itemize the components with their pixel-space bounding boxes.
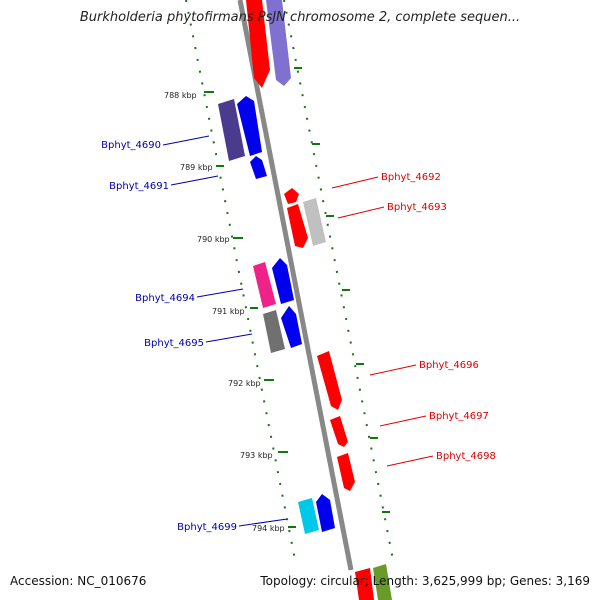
tick-label-793: 793 kbp <box>240 451 273 460</box>
gene-label-bphyt-4691[interactable]: Bphyt_4691 <box>109 181 169 192</box>
gene-label-bphyt-4697[interactable]: Bphyt_4697 <box>429 411 489 422</box>
gene-bphyt-4695-arrow[interactable] <box>281 306 302 348</box>
gene-bphyt-4695-gray[interactable] <box>263 310 285 353</box>
topology-summary: Topology: circular; Length: 3,625,999 bp… <box>260 574 590 588</box>
gene-label-bphyt-4694[interactable]: Bphyt_4694 <box>135 293 195 304</box>
gene-label-bphyt-4696[interactable]: Bphyt_4696 <box>419 360 479 371</box>
gene-bphyt-4697-arrow[interactable] <box>330 416 348 447</box>
tick-label-794: 794 kbp <box>252 524 285 533</box>
gene-bphyt-4694-arrow[interactable] <box>272 258 294 304</box>
gene-bphyt-4699-cyan[interactable] <box>298 498 319 534</box>
gene-label-bphyt-4693[interactable]: Bphyt_4693 <box>387 202 447 213</box>
gene-partial-bottom-red[interactable] <box>355 568 374 600</box>
gene-bphyt-4690-purple[interactable] <box>218 99 245 161</box>
gene-bphyt-4693-arrow[interactable] <box>287 204 308 248</box>
gene-bphyt-4692-arrow[interactable] <box>284 188 299 204</box>
tick-label-791: 791 kbp <box>212 307 245 316</box>
gene-bphyt-4691-arrow[interactable] <box>250 156 267 179</box>
chromosome-backbone <box>237 0 354 571</box>
gene-bphyt-4694-magenta[interactable] <box>253 262 276 308</box>
gene-bphyt-4690-arrow[interactable] <box>237 96 262 156</box>
gene-label-bphyt-4690[interactable]: Bphyt_4690 <box>101 140 161 151</box>
leader-lines <box>162 135 434 527</box>
gene-label-bphyt-4692[interactable]: Bphyt_4692 <box>381 172 441 183</box>
ruler-ticks: 788 kbp 789 kbp 790 kbp 791 kbp 792 kbp … <box>164 67 390 533</box>
gene-label-bphyt-4698[interactable]: Bphyt_4698 <box>436 451 496 462</box>
gene-bphyt-4696-arrow[interactable] <box>317 351 342 410</box>
tick-label-788: 788 kbp <box>164 91 197 100</box>
guide-track-right-outer <box>283 0 395 566</box>
gene-partial-top-red[interactable] <box>246 0 270 88</box>
tick-label-792: 792 kbp <box>228 379 261 388</box>
gene-partial-top-purple[interactable] <box>266 0 291 86</box>
gene-bphyt-4698-arrow[interactable] <box>337 453 355 491</box>
map-title: Burkholderia phytofirmans PsJN chromosom… <box>79 10 521 25</box>
gene-label-bphyt-4695[interactable]: Bphyt_4695 <box>144 338 204 349</box>
gene-bphyt-4693-silver[interactable] <box>303 198 326 246</box>
gene-partial-bottom-olive[interactable] <box>373 564 392 600</box>
gene-label-bphyt-4699[interactable]: Bphyt_4699 <box>177 522 237 533</box>
accession-label: Accession: NC_010676 <box>10 574 147 588</box>
tick-label-790: 790 kbp <box>197 235 230 244</box>
gene-bphyt-4699-arrow[interactable] <box>316 494 335 532</box>
tick-label-789: 789 kbp <box>180 163 213 172</box>
